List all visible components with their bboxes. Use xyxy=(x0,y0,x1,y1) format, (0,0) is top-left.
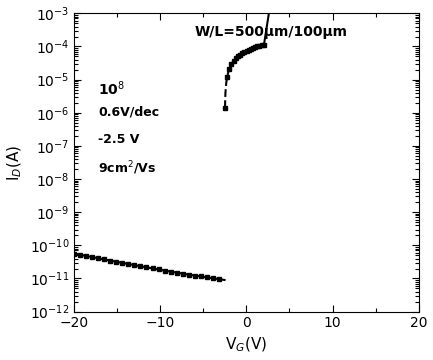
Text: 0.6V/dec: 0.6V/dec xyxy=(98,106,159,119)
X-axis label: V$_G$(V): V$_G$(V) xyxy=(225,336,268,355)
Text: -2.5 V: -2.5 V xyxy=(98,133,139,146)
Text: 9cm$^2$/Vs: 9cm$^2$/Vs xyxy=(98,159,156,177)
Y-axis label: I$_D$(A): I$_D$(A) xyxy=(6,144,24,181)
Text: W/L=500μm/100μm: W/L=500μm/100μm xyxy=(194,25,348,39)
Text: 10$^8$: 10$^8$ xyxy=(98,79,125,98)
